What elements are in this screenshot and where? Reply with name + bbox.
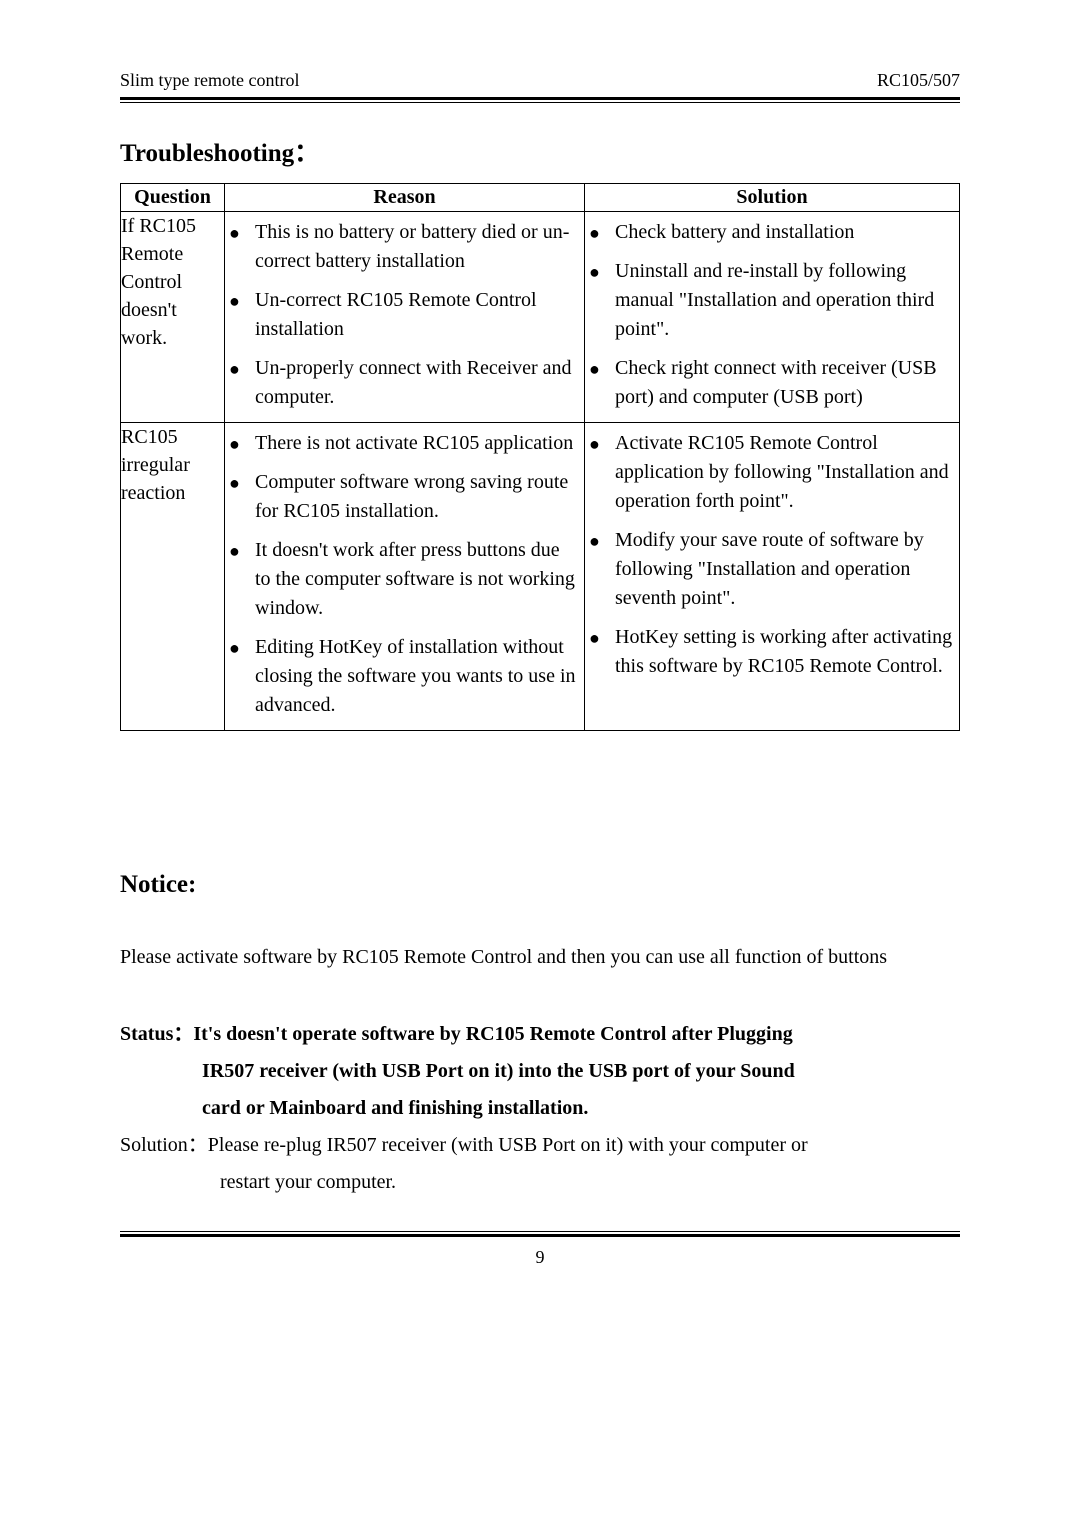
document-page: Slim type remote control RC105/507 Troub… xyxy=(0,0,1080,1308)
header-rule-thick xyxy=(120,97,960,100)
reason-list: ●There is not activate RC105 application… xyxy=(225,423,584,730)
troubleshooting-table: Question Reason Solution If RC105 Remote… xyxy=(120,183,960,731)
bullet-icon: ● xyxy=(229,429,255,457)
list-item-text: Activate RC105 Remote Control applicatio… xyxy=(615,429,953,516)
bullet-icon: ● xyxy=(589,257,615,285)
bullet-icon: ● xyxy=(229,633,255,661)
status-line: Status：It's doesn't operate software by … xyxy=(120,1016,960,1053)
list-item: ●There is not activate RC105 application xyxy=(229,429,578,458)
list-item: ●HotKey setting is working after activat… xyxy=(589,623,953,681)
table-header-row: Question Reason Solution xyxy=(121,184,960,212)
list-item-text: It doesn't work after press buttons due … xyxy=(255,536,578,623)
notice-title: Notice: xyxy=(120,871,960,899)
table-row: RC105 irregular reaction ●There is not a… xyxy=(121,423,960,731)
list-item: ●Editing HotKey of installation without … xyxy=(229,633,578,720)
list-item-text: Check right connect with receiver (USB p… xyxy=(615,354,953,412)
bullet-icon: ● xyxy=(589,354,615,382)
col-header-reason: Reason xyxy=(225,184,585,212)
reason-cell: ●This is no battery or battery died or u… xyxy=(225,212,585,423)
list-item-text: There is not activate RC105 application xyxy=(255,429,578,458)
list-item-text: Un-properly connect with Receiver and co… xyxy=(255,354,578,412)
solution-label: Solution： xyxy=(120,1134,208,1156)
question-cell: RC105 irregular reaction xyxy=(121,423,225,731)
solution-line: Solution：Please re-plug IR507 receiver (… xyxy=(120,1127,960,1164)
header-left: Slim type remote control xyxy=(120,70,299,91)
list-item: ●It doesn't work after press buttons due… xyxy=(229,536,578,623)
bullet-icon: ● xyxy=(229,354,255,382)
reason-list: ●This is no battery or battery died or u… xyxy=(225,212,584,422)
list-item-text: Modify your save route of software by fo… xyxy=(615,526,953,613)
bullet-icon: ● xyxy=(229,286,255,314)
list-item: ●Un-correct RC105 Remote Control install… xyxy=(229,286,578,344)
list-item: ●Un-properly connect with Receiver and c… xyxy=(229,354,578,412)
status-block: Status：It's doesn't operate software by … xyxy=(120,1016,960,1201)
list-item-text: HotKey setting is working after activati… xyxy=(615,623,953,681)
solution-text-2: restart your computer. xyxy=(120,1164,960,1201)
solution-cell: ●Check battery and installation ●Uninsta… xyxy=(585,212,960,423)
status-text-3: card or Mainboard and finishing installa… xyxy=(120,1090,960,1127)
col-header-solution: Solution xyxy=(585,184,960,212)
page-header: Slim type remote control RC105/507 xyxy=(120,70,960,91)
list-item: ●Computer software wrong saving route fo… xyxy=(229,468,578,526)
list-item: ●This is no battery or battery died or u… xyxy=(229,218,578,276)
solution-text-1: Please re-plug IR507 receiver (with USB … xyxy=(208,1134,808,1156)
question-cell: If RC105 Remote Control doesn't work. xyxy=(121,212,225,423)
bullet-icon: ● xyxy=(589,526,615,554)
list-item: ●Uninstall and re-install by following m… xyxy=(589,257,953,344)
bullet-icon: ● xyxy=(229,536,255,564)
list-item-text: Editing HotKey of installation without c… xyxy=(255,633,578,720)
header-rule-thin xyxy=(120,102,960,103)
notice-body: Please activate software by RC105 Remote… xyxy=(120,939,960,976)
bullet-icon: ● xyxy=(229,468,255,496)
col-header-question: Question xyxy=(121,184,225,212)
troubleshooting-title: Troubleshooting： xyxy=(120,133,960,169)
header-right: RC105/507 xyxy=(877,70,960,91)
reason-cell: ●There is not activate RC105 application… xyxy=(225,423,585,731)
list-item-text: This is no battery or battery died or un… xyxy=(255,218,578,276)
status-text-1: It's doesn't operate software by RC105 R… xyxy=(193,1023,792,1045)
bullet-icon: ● xyxy=(589,623,615,651)
solution-list: ●Check battery and installation ●Uninsta… xyxy=(585,212,959,422)
list-item-text: Uninstall and re-install by following ma… xyxy=(615,257,953,344)
bullet-icon: ● xyxy=(589,218,615,246)
footer-rule-thick xyxy=(120,1234,960,1237)
list-item: ●Check right connect with receiver (USB … xyxy=(589,354,953,412)
table-row: If RC105 Remote Control doesn't work. ●T… xyxy=(121,212,960,423)
status-text-2: IR507 receiver (with USB Port on it) int… xyxy=(120,1053,960,1090)
list-item: ●Modify your save route of software by f… xyxy=(589,526,953,613)
list-item: ●Activate RC105 Remote Control applicati… xyxy=(589,429,953,516)
bullet-icon: ● xyxy=(589,429,615,457)
page-number: 9 xyxy=(120,1247,960,1268)
footer-rule-thin xyxy=(120,1231,960,1232)
list-item: ●Check battery and installation xyxy=(589,218,953,247)
bullet-icon: ● xyxy=(229,218,255,246)
solution-cell: ●Activate RC105 Remote Control applicati… xyxy=(585,423,960,731)
status-label: Status： xyxy=(120,1023,193,1045)
list-item-text: Check battery and installation xyxy=(615,218,953,247)
solution-list: ●Activate RC105 Remote Control applicati… xyxy=(585,423,959,691)
list-item-text: Un-correct RC105 Remote Control installa… xyxy=(255,286,578,344)
list-item-text: Computer software wrong saving route for… xyxy=(255,468,578,526)
